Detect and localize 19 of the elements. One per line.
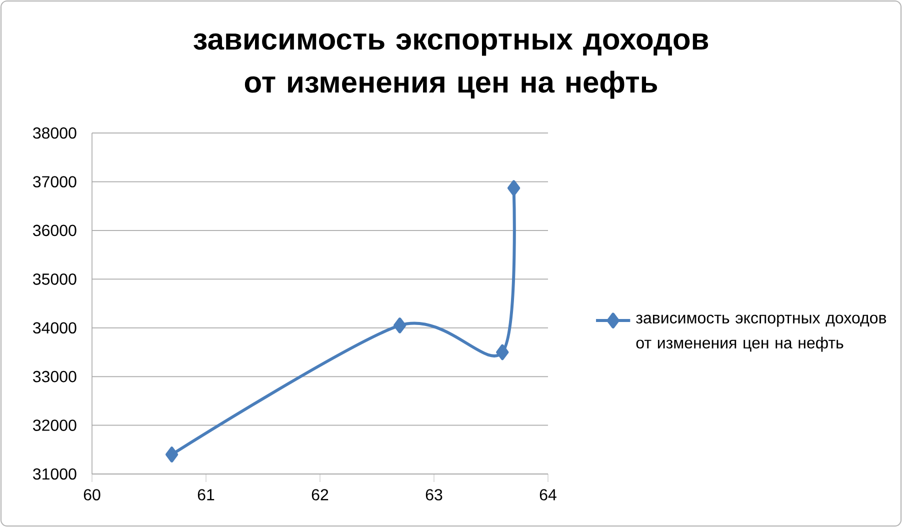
y-tick-label: 33000	[33, 370, 76, 382]
point	[166, 446, 178, 462]
y-tick-label: 31000	[33, 468, 76, 480]
legend-label: зависимость экспортных доходов от изменения цен на нефть	[636, 314, 886, 352]
y-tick-label: 32000	[33, 420, 76, 431]
y-tick-label: 35000	[33, 273, 76, 285]
x-tick-label: 61	[198, 489, 214, 500]
x-tick-label: 60	[84, 489, 100, 500]
x-tick-label: 64	[540, 489, 556, 500]
y-tick-label: 36000	[33, 224, 76, 236]
y-tick-label: 34000	[33, 322, 76, 334]
point	[496, 344, 509, 360]
x-tick-label: 63	[426, 489, 442, 500]
point	[507, 180, 520, 196]
point	[393, 318, 406, 334]
x-tick-label: 62	[312, 489, 328, 500]
y-tick-label: 37000	[33, 176, 76, 188]
y-tick-label: 38000	[33, 127, 76, 139]
chart-title: зависимость экспортных доходов от изменения цен на нефть	[194, 33, 708, 99]
